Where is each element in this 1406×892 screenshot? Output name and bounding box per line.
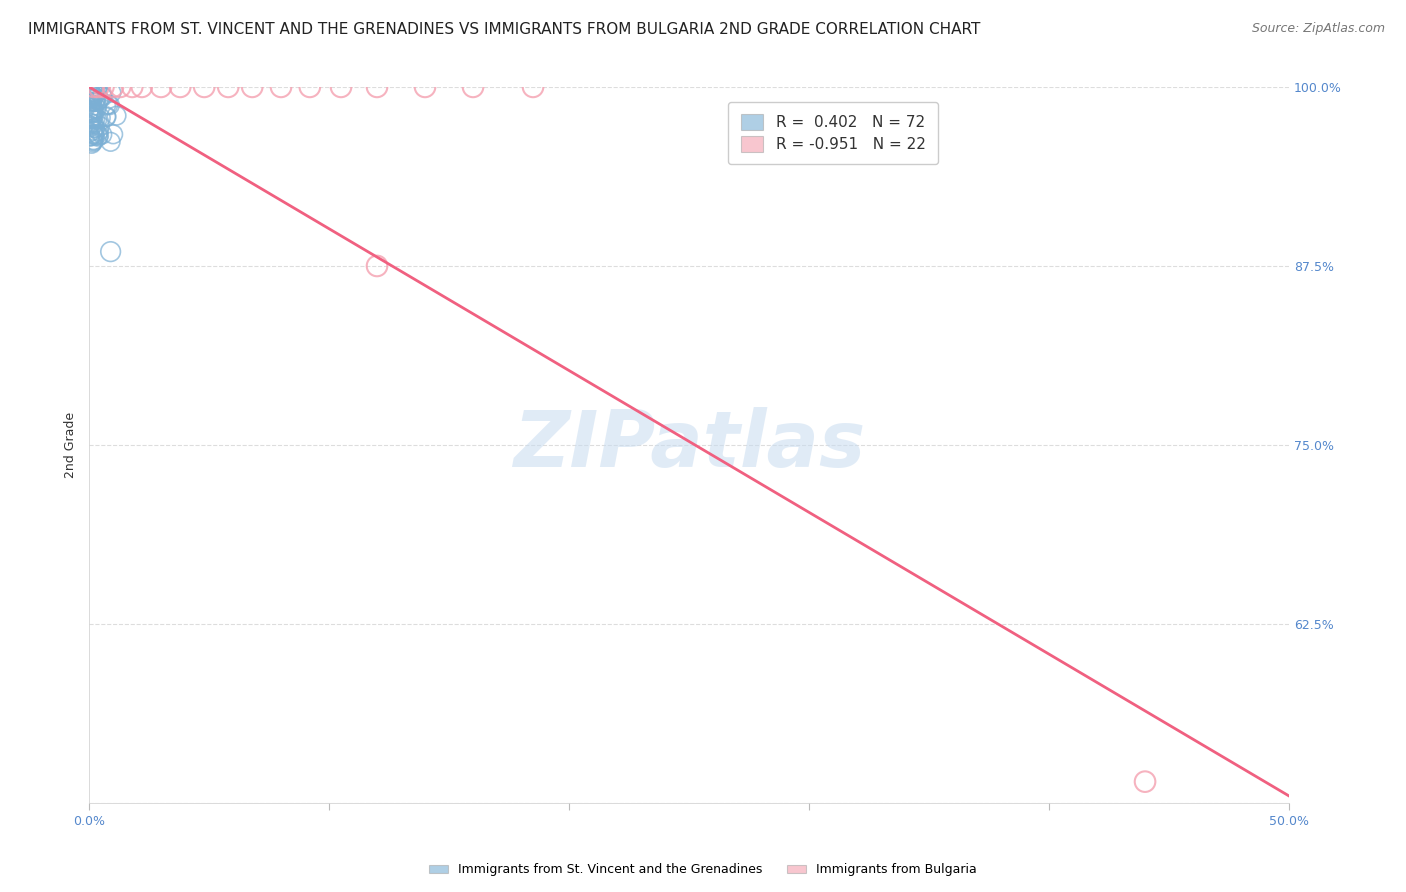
Text: IMMIGRANTS FROM ST. VINCENT AND THE GRENADINES VS IMMIGRANTS FROM BULGARIA 2ND G: IMMIGRANTS FROM ST. VINCENT AND THE GREN…: [28, 22, 980, 37]
Point: [298, 79, 321, 94]
Point: [87, 129, 110, 144]
Text: ZIPatlas: ZIPatlas: [513, 407, 865, 483]
Point: [79, 90, 101, 104]
Point: [97, 97, 120, 112]
Point: [80, 136, 103, 151]
Point: [82, 112, 104, 126]
Point: [91, 89, 114, 103]
Point: [77, 106, 100, 120]
Point: [80, 106, 103, 120]
Point: [366, 259, 388, 273]
Point: [84, 95, 107, 109]
Point: [270, 79, 292, 94]
Point: [100, 86, 122, 100]
Point: [522, 79, 544, 94]
Point: [110, 79, 132, 94]
Point: [79, 90, 101, 104]
Point: [217, 79, 239, 94]
Point: [461, 79, 484, 94]
Point: [96, 110, 118, 124]
Point: [89, 119, 111, 133]
Point: [83, 133, 105, 147]
Point: [94, 98, 117, 112]
Point: [366, 79, 388, 94]
Point: [82, 92, 104, 106]
Point: [83, 87, 105, 101]
Point: [83, 95, 105, 109]
Point: [82, 88, 104, 103]
Point: [80, 91, 103, 105]
Point: [87, 94, 110, 108]
Point: [80, 86, 103, 100]
Point: [83, 102, 105, 116]
Point: [80, 110, 103, 124]
Point: [100, 135, 122, 149]
Point: [89, 93, 111, 107]
Point: [101, 79, 124, 94]
Point: [83, 117, 105, 131]
Point: [86, 98, 108, 112]
Point: [79, 116, 101, 130]
Text: Source: ZipAtlas.com: Source: ZipAtlas.com: [1251, 22, 1385, 36]
Point: [83, 121, 105, 136]
Point: [121, 79, 143, 94]
Point: [240, 79, 263, 94]
Point: [82, 123, 104, 137]
Point: [82, 95, 104, 109]
Point: [100, 244, 122, 259]
Point: [82, 82, 104, 96]
Point: [84, 91, 107, 105]
Point: [96, 109, 118, 123]
Point: [82, 85, 104, 99]
Point: [80, 112, 103, 126]
Point: [79, 118, 101, 132]
Point: [413, 79, 436, 94]
Point: [84, 112, 107, 127]
Legend: Immigrants from St. Vincent and the Grenadines, Immigrants from Bulgaria: Immigrants from St. Vincent and the Gren…: [425, 858, 981, 881]
Point: [83, 129, 105, 144]
Point: [86, 112, 108, 127]
Point: [83, 89, 105, 103]
Point: [80, 120, 103, 134]
Point: [330, 79, 353, 94]
Point: [87, 124, 110, 138]
Point: [131, 79, 153, 94]
Point: [82, 127, 104, 141]
Point: [91, 128, 114, 142]
Point: [82, 103, 104, 118]
Point: [79, 126, 101, 140]
Point: [101, 128, 124, 142]
Point: [98, 98, 121, 112]
Point: [80, 87, 103, 102]
Point: [150, 79, 173, 94]
Point: [87, 128, 110, 143]
Point: [86, 102, 108, 116]
Y-axis label: 2nd Grade: 2nd Grade: [65, 412, 77, 478]
Point: [83, 120, 105, 135]
Point: [79, 129, 101, 144]
Point: [82, 105, 104, 120]
Point: [193, 79, 215, 94]
Point: [87, 79, 110, 94]
Point: [83, 104, 105, 119]
Point: [82, 134, 104, 148]
Point: [87, 79, 110, 94]
Point: [79, 129, 101, 144]
Point: [79, 90, 101, 104]
Point: [90, 111, 112, 125]
Point: [93, 79, 115, 94]
Point: [83, 128, 105, 142]
Point: [91, 89, 114, 103]
Point: [82, 135, 104, 149]
Legend: R =  0.402   N = 72, R = -0.951   N = 22: R = 0.402 N = 72, R = -0.951 N = 22: [728, 102, 938, 164]
Point: [86, 84, 108, 98]
Point: [86, 128, 108, 142]
Point: [83, 79, 105, 94]
Point: [169, 79, 191, 94]
Point: [82, 110, 104, 124]
Point: [1133, 774, 1156, 789]
Point: [77, 90, 100, 104]
Point: [84, 82, 107, 96]
Point: [105, 109, 128, 123]
